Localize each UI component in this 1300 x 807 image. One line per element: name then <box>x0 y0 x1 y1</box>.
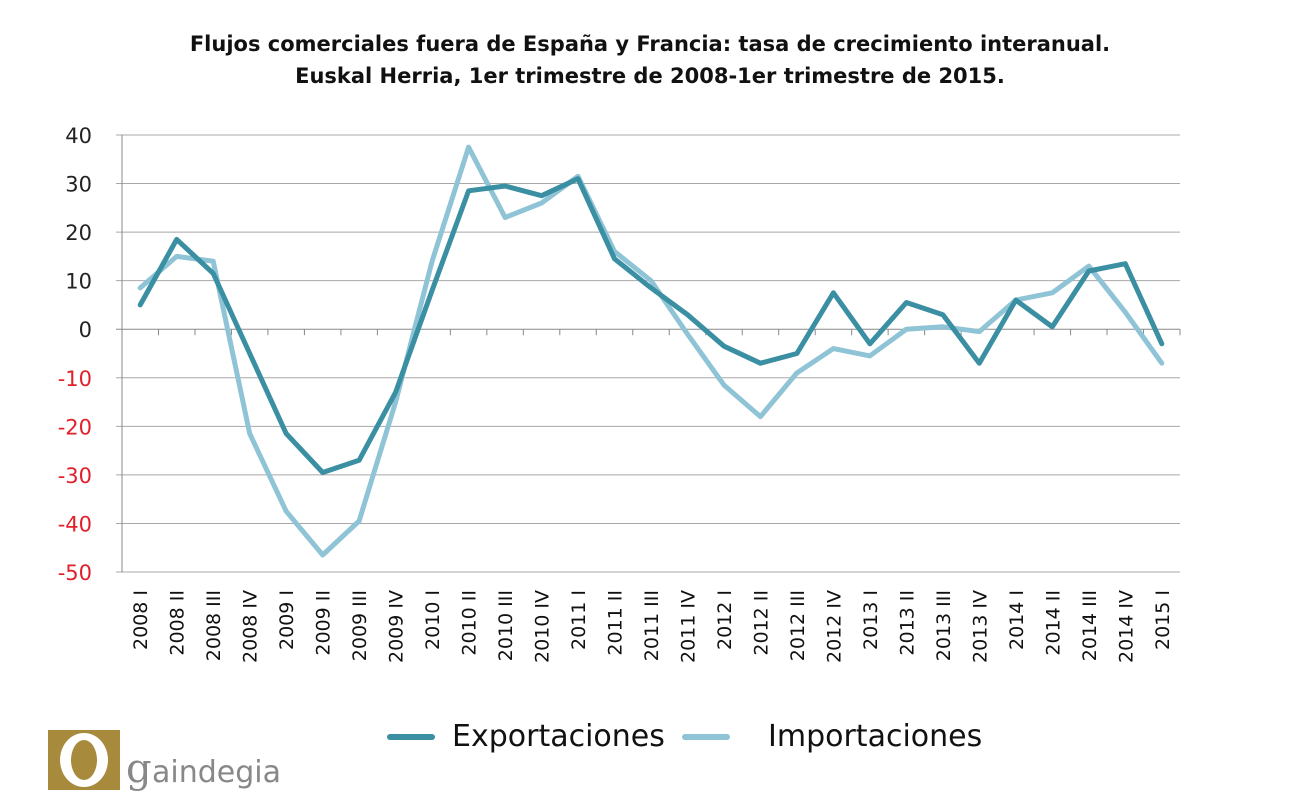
x-tick-label: 2009 II <box>313 590 335 656</box>
x-tick-label: 2008 III <box>203 590 225 661</box>
y-tick-label: 20 <box>65 221 92 245</box>
y-tick-label: -20 <box>58 415 92 439</box>
x-tick-label: 2011 I <box>568 590 590 650</box>
legend-label-importaciones: Importaciones <box>768 719 982 754</box>
x-tick-label: 2009 III <box>349 590 371 661</box>
gaindegia-logo: g aindegia <box>48 727 288 802</box>
x-tick-label: 2013 II <box>896 590 918 656</box>
x-axis-tick-labels: 2008 I 2008 II 2008 III 2008 IV 2009 I 2009 I… <box>130 590 1174 663</box>
logo-center <box>71 740 97 780</box>
x-tick-label: 2013 III <box>933 590 955 661</box>
x-tick-label: 2013 IV <box>969 590 991 663</box>
x-tick-label: 2012 III <box>787 590 809 661</box>
series-line-exportaciones <box>140 179 1162 473</box>
x-tick-label: 2010 IV <box>532 590 554 663</box>
gridlines <box>116 135 1180 572</box>
logo-wordmark-g: g <box>126 746 152 792</box>
y-tick-label: -50 <box>58 561 92 585</box>
x-tick-label: 2010 III <box>495 590 517 661</box>
legend: Exportaciones Importaciones <box>390 719 982 754</box>
series-lines <box>140 147 1162 555</box>
x-tick-label: 2014 II <box>1042 590 1064 656</box>
gaindegia-logo-mark: g aindegia <box>48 727 288 802</box>
legend-label-exportaciones: Exportaciones <box>452 719 665 754</box>
x-tick-label: 2015 I <box>1152 590 1174 650</box>
y-tick-label: 10 <box>65 270 92 294</box>
y-tick-label: -10 <box>58 367 92 391</box>
logo-wordmark: aindegia <box>152 755 281 790</box>
y-tick-label: 40 <box>65 124 92 148</box>
x-tick-label: 2013 I <box>860 590 882 650</box>
x-tick-label: 2014 I <box>1006 590 1028 650</box>
x-tick-label: 2011 III <box>641 590 663 661</box>
x-tick-label: 2009 IV <box>386 590 408 663</box>
x-tick-label: 2012 IV <box>823 590 845 663</box>
y-tick-label: -40 <box>58 512 92 536</box>
x-tick-label: 2008 IV <box>240 590 262 663</box>
x-tick-label: 2014 III <box>1079 590 1101 661</box>
x-tick-label: 2010 I <box>422 590 444 650</box>
y-tick-label: 30 <box>65 173 92 197</box>
y-tick-label: -30 <box>58 464 92 488</box>
x-tick-label: 2014 IV <box>1115 590 1137 663</box>
x-tick-label: 2009 I <box>276 590 298 650</box>
series-line-importaciones <box>140 147 1162 555</box>
y-axis-tick-labels: 40 30 20 10 0 -10 -20 -30 -40 -50 <box>58 124 92 585</box>
x-tick-label: 2012 II <box>750 590 772 656</box>
x-tick-label: 2010 II <box>459 590 481 656</box>
x-tick-label: 2011 IV <box>677 590 699 663</box>
x-tick-label: 2008 I <box>130 590 152 650</box>
y-tick-label: 0 <box>79 318 92 342</box>
x-tick-label: 2012 I <box>714 590 736 650</box>
axes <box>122 135 1180 572</box>
x-tick-label: 2008 II <box>167 590 189 656</box>
x-tick-label: 2011 II <box>605 590 627 656</box>
